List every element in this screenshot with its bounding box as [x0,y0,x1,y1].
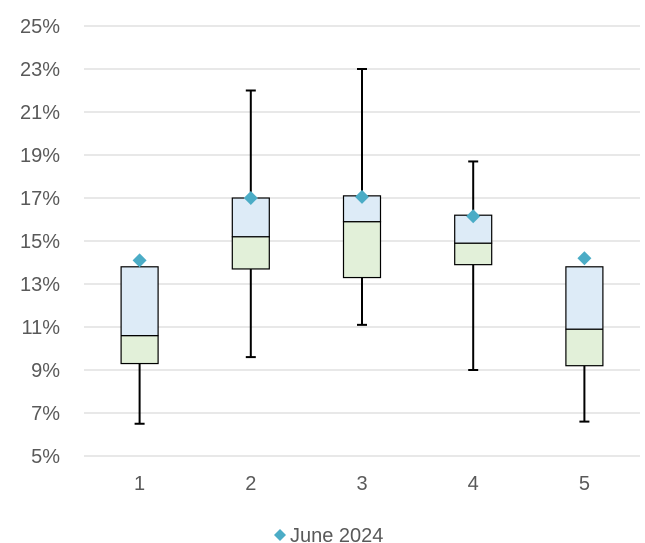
box-4 [454,160,493,371]
y-tick-label: 19% [20,145,60,167]
y-tick-label: 9% [31,360,60,382]
legend: June 2024 [274,525,383,543]
y-tick-label: 11% [21,317,60,339]
y-tick-label: 15% [20,231,60,253]
upper-box [565,266,604,330]
upper-box [120,266,159,337]
box-3 [342,68,382,326]
y-tick-label: 17% [20,188,60,210]
box-1 [120,266,159,425]
x-tick-label: 3 [356,473,367,495]
box-5 [565,266,604,423]
june-2024-marker [577,251,592,266]
lower-box [342,221,382,279]
lower-box [231,236,270,270]
x-axis-tick-labels: 1 2 3 4 5 [134,473,590,495]
lower-box [120,335,159,365]
y-tick-label: 5% [31,446,60,468]
x-tick-label: 2 [245,473,256,495]
june-2024-marker [243,191,258,205]
legend-marker-icon [274,529,286,541]
june-2024-marker [355,189,369,204]
box-plots [120,68,604,425]
june-2024-marker [466,209,481,224]
upper-box [454,214,493,244]
box-2 [231,89,270,359]
x-tick-label: 5 [579,473,590,495]
y-tick-label: 13% [20,274,60,296]
june-2024-marker [132,253,147,268]
legend-label: June 2024 [290,525,383,543]
y-tick-label: 21% [20,102,60,124]
x-tick-label: 1 [134,473,145,495]
y-axis-tick-labels: 5% 7% 9% 11% 13% 15% 17% 19% 21% 23% 25% [20,16,60,468]
y-tick-label: 25% [20,16,60,38]
lower-box [565,328,604,367]
lower-box [454,242,493,266]
y-tick-label: 23% [20,59,60,81]
y-tick-label: 7% [31,403,60,425]
x-tick-label: 4 [468,473,479,495]
series-markers [132,189,592,268]
